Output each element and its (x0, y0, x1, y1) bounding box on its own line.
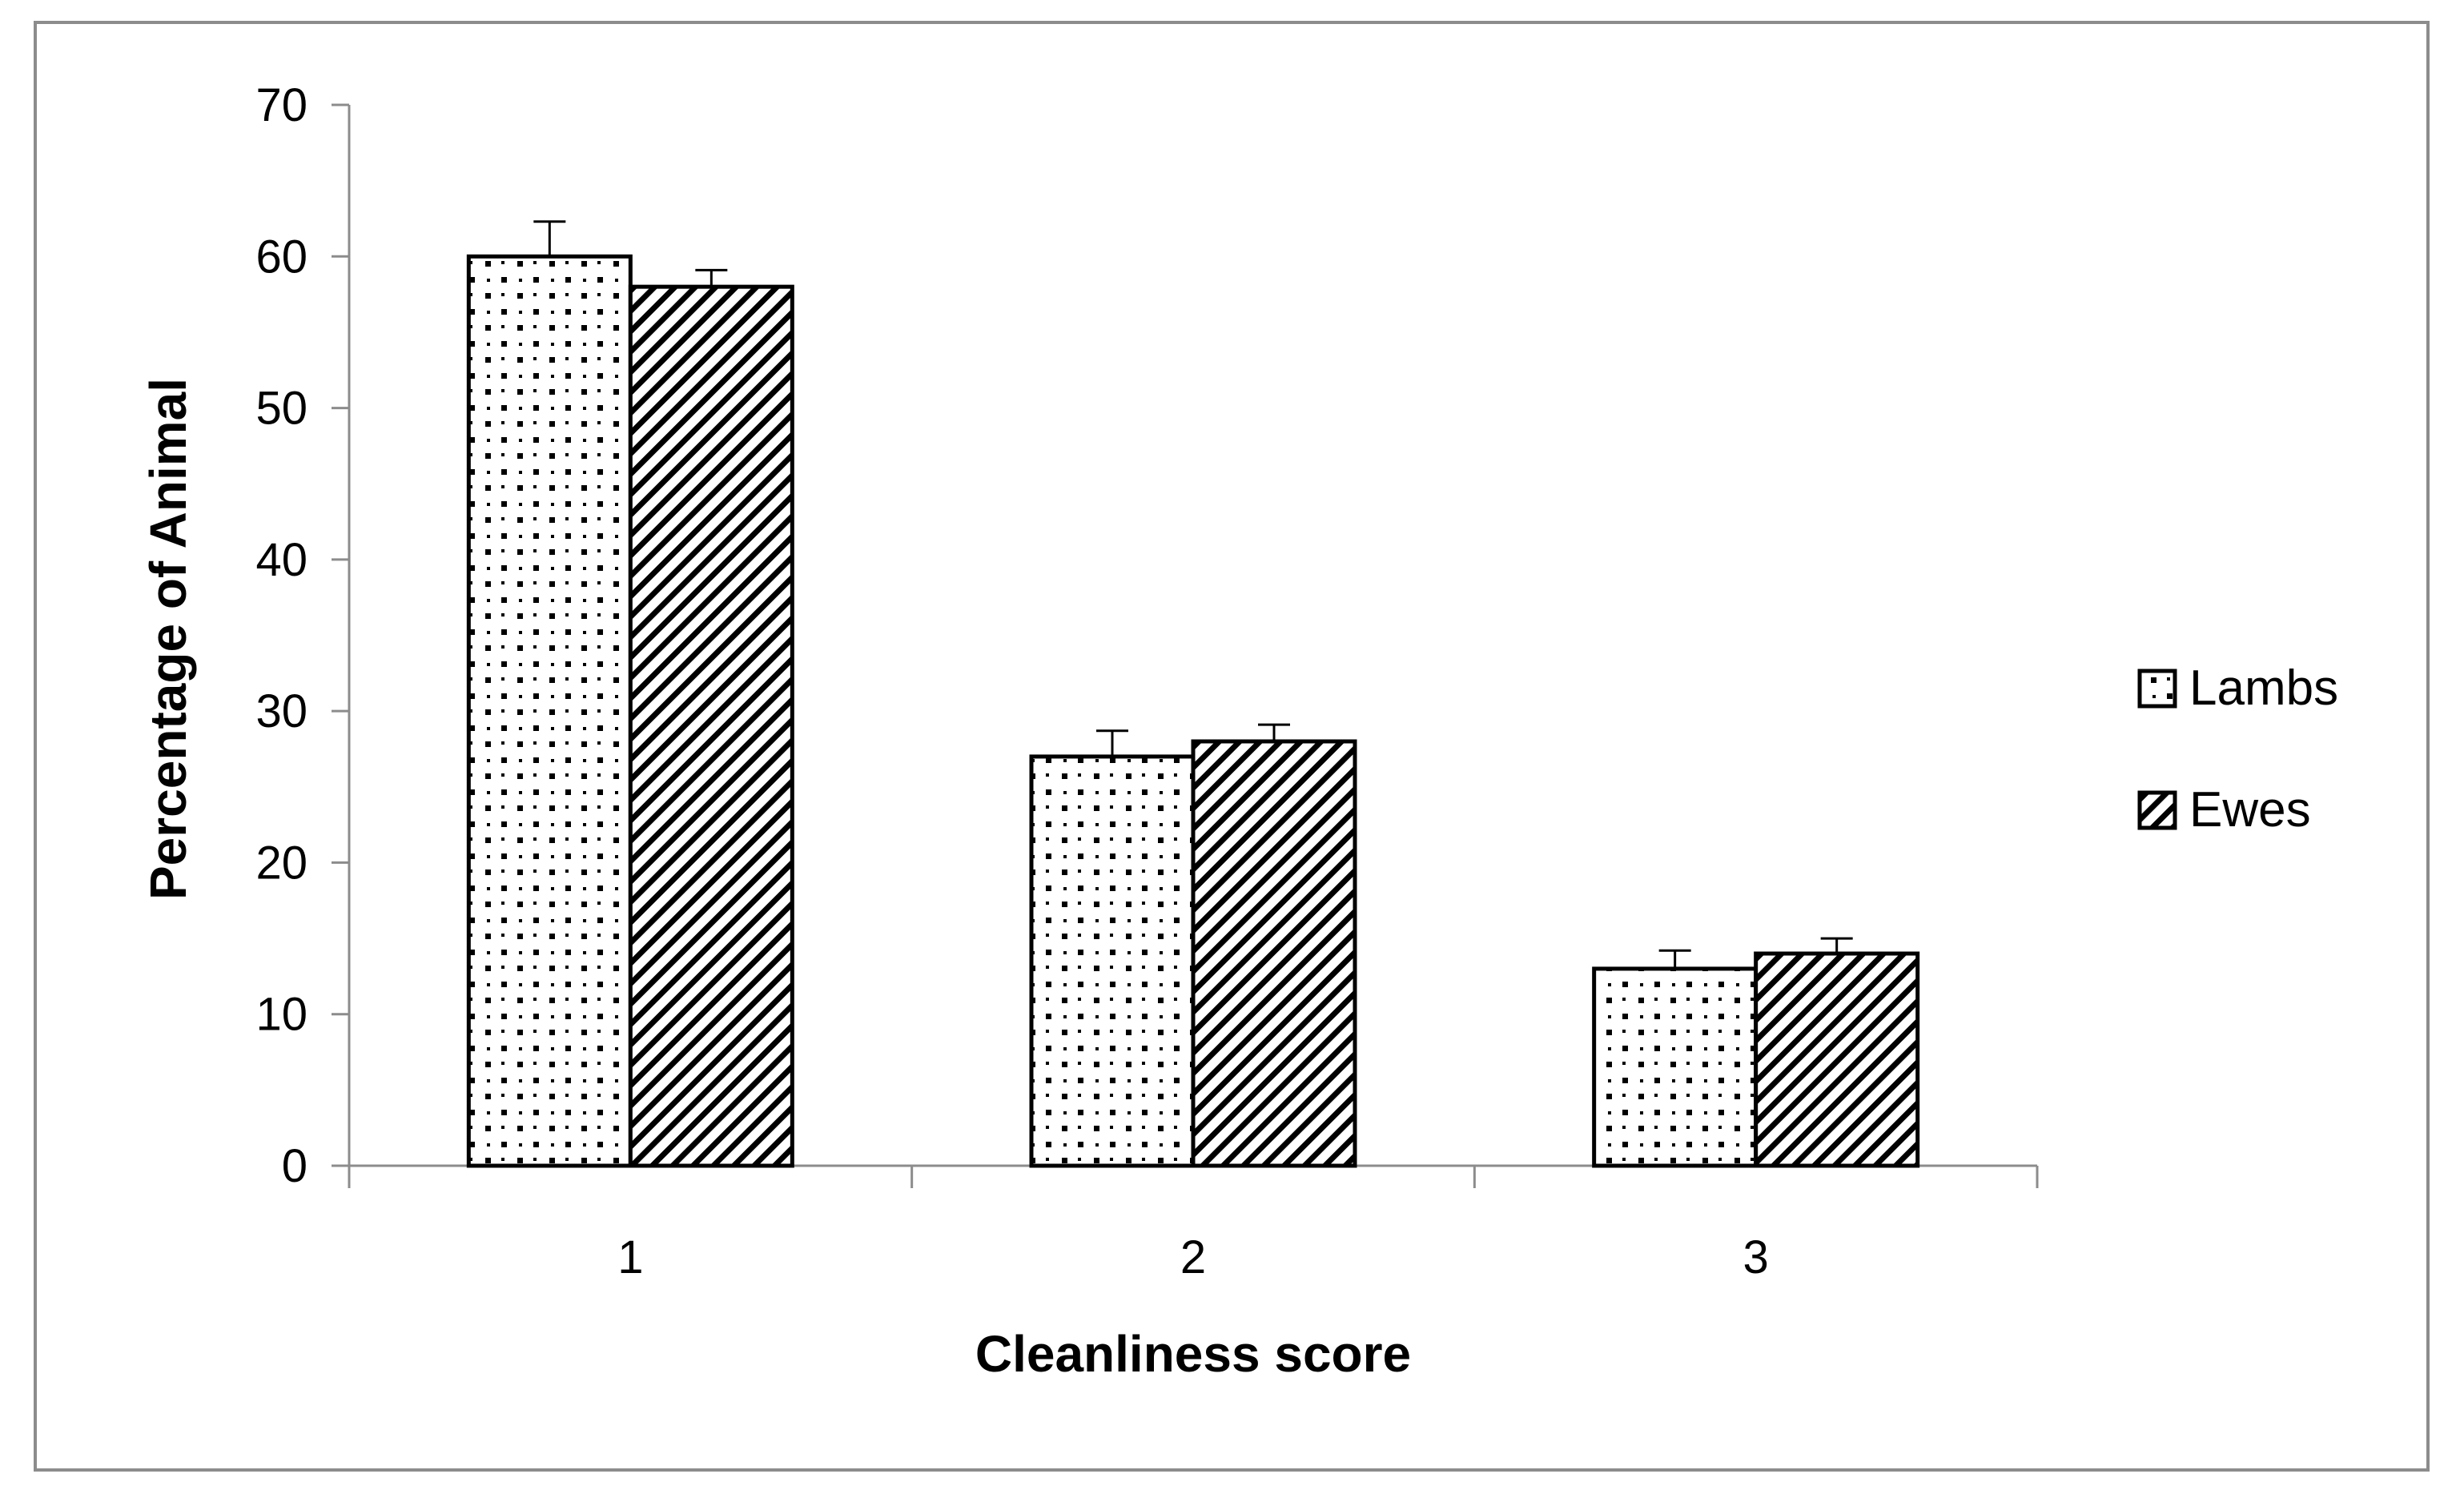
y-tick-label: 30 (255, 685, 307, 737)
x-tick-label: 3 (1743, 1231, 1769, 1283)
y-tick-label: 20 (255, 837, 307, 889)
y-tick-label: 40 (255, 534, 307, 586)
legend-label-lambs: Lambs (2189, 661, 2338, 716)
bar-ewes-1 (628, 284, 794, 1168)
bar-lambs-1 (466, 254, 633, 1168)
y-axis-title: Percentage of Animal (139, 378, 197, 900)
y-tick-label: 0 (282, 1140, 307, 1192)
bars (466, 254, 1920, 1168)
legend-label-ewes: Ewes (2189, 782, 2311, 837)
x-tick-label: 1 (617, 1231, 643, 1283)
bar-lambs-2 (1029, 754, 1196, 1168)
legend-swatch-lambs (2137, 669, 2177, 709)
y-tick-label: 50 (255, 383, 307, 435)
x-axis-title: Cleanliness score (975, 1325, 1411, 1383)
y-tick-label: 70 (255, 79, 307, 131)
bar-ewes-2 (1191, 739, 1357, 1168)
x-tick-label: 2 (1180, 1231, 1206, 1283)
y-tick-label: 10 (255, 989, 307, 1041)
y-tick-label: 60 (255, 231, 307, 283)
bar-ewes-3 (1754, 951, 1920, 1168)
x-axis: 1 2 3 (348, 1164, 2039, 1283)
error-bars (533, 220, 1853, 969)
y-axis: 0 10 20 30 40 50 60 70 (255, 79, 351, 1192)
bar-lambs-3 (1592, 966, 1759, 1168)
legend: Lambs Ewes (2137, 661, 2338, 837)
legend-swatch-ewes (2137, 790, 2177, 830)
